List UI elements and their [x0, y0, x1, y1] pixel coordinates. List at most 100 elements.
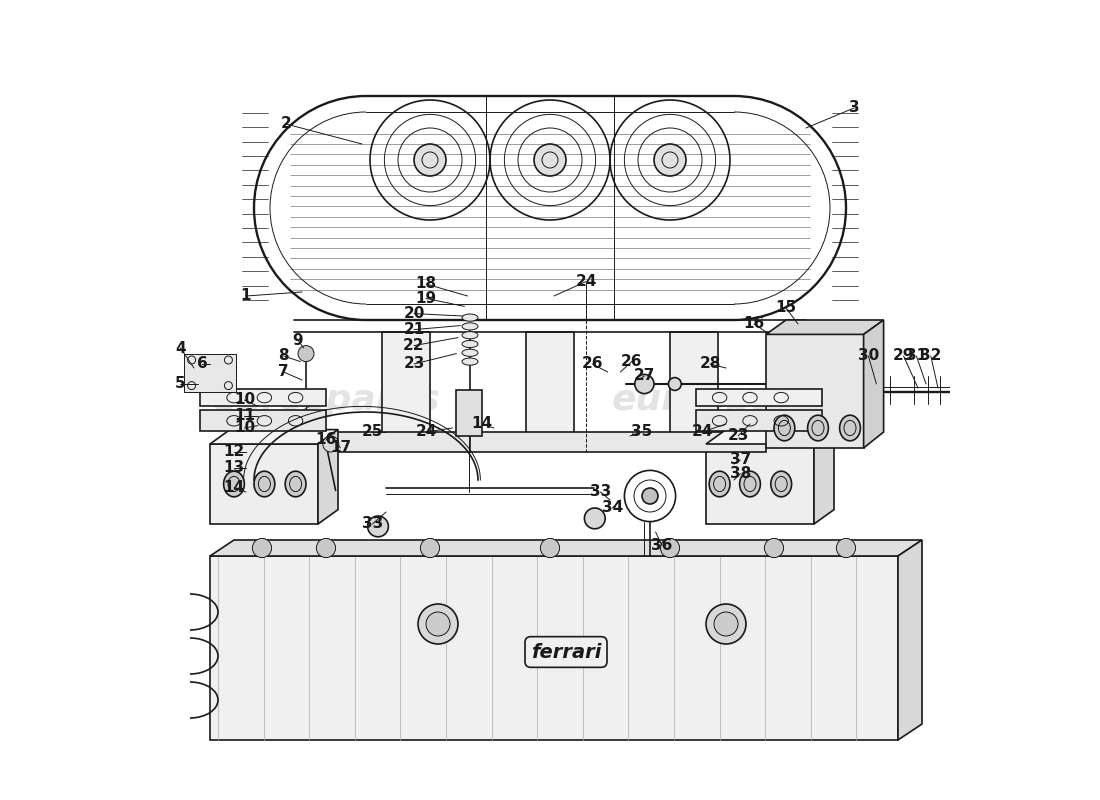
Circle shape: [584, 508, 605, 529]
Text: 17: 17: [330, 441, 351, 455]
Text: 24: 24: [575, 274, 596, 289]
Ellipse shape: [774, 415, 795, 441]
Ellipse shape: [739, 471, 760, 497]
Text: 6: 6: [197, 357, 208, 371]
Bar: [456, 390, 482, 436]
Ellipse shape: [223, 471, 244, 497]
Circle shape: [540, 538, 560, 558]
Ellipse shape: [839, 415, 860, 441]
Text: 33: 33: [590, 485, 610, 499]
Polygon shape: [864, 320, 883, 448]
Text: 28: 28: [700, 357, 720, 371]
Bar: [382, 332, 430, 440]
Text: 3: 3: [849, 101, 859, 115]
Polygon shape: [898, 540, 922, 740]
Ellipse shape: [462, 331, 478, 338]
Ellipse shape: [462, 314, 478, 322]
Text: 16: 16: [744, 317, 764, 331]
Circle shape: [367, 516, 388, 537]
Text: 25: 25: [362, 425, 383, 439]
Ellipse shape: [771, 471, 792, 497]
Text: 23: 23: [727, 429, 749, 443]
Bar: [200, 410, 326, 431]
Circle shape: [714, 612, 738, 636]
Circle shape: [669, 378, 681, 390]
Text: 26: 26: [620, 354, 642, 369]
Polygon shape: [766, 320, 883, 334]
Circle shape: [298, 346, 314, 362]
Text: 14: 14: [472, 417, 493, 431]
Polygon shape: [210, 556, 898, 740]
Polygon shape: [814, 430, 834, 524]
Text: eurospares: eurospares: [211, 383, 440, 417]
Ellipse shape: [710, 471, 730, 497]
Text: 34: 34: [602, 501, 623, 515]
Circle shape: [420, 538, 440, 558]
Circle shape: [635, 374, 654, 394]
Text: 21: 21: [404, 322, 425, 337]
Text: 32: 32: [920, 349, 942, 363]
Text: 9: 9: [293, 333, 304, 347]
Text: 18: 18: [416, 277, 437, 291]
Text: ferrari: ferrari: [531, 642, 602, 662]
Text: 24: 24: [416, 425, 437, 439]
Text: 20: 20: [404, 306, 425, 321]
Text: 31: 31: [905, 349, 927, 363]
Text: 36: 36: [651, 538, 673, 553]
Text: 10: 10: [234, 421, 255, 435]
Circle shape: [534, 144, 566, 176]
Circle shape: [836, 538, 856, 558]
Text: 19: 19: [416, 291, 437, 306]
Text: 23: 23: [404, 357, 425, 371]
Text: 11: 11: [234, 409, 255, 423]
Polygon shape: [706, 444, 814, 524]
Bar: [696, 389, 822, 406]
Polygon shape: [210, 540, 922, 556]
Text: 35: 35: [630, 425, 652, 439]
Text: 38: 38: [729, 466, 751, 481]
Circle shape: [706, 604, 746, 644]
Text: 1: 1: [241, 289, 251, 303]
Circle shape: [317, 538, 336, 558]
Polygon shape: [210, 444, 318, 524]
Ellipse shape: [254, 471, 275, 497]
Bar: [670, 332, 718, 440]
Ellipse shape: [462, 349, 478, 357]
Ellipse shape: [462, 322, 478, 330]
Bar: [526, 332, 574, 440]
Text: 26: 26: [582, 357, 603, 371]
Text: 10: 10: [234, 393, 255, 407]
Ellipse shape: [462, 358, 478, 365]
Text: 22: 22: [404, 338, 425, 353]
Text: 12: 12: [223, 445, 244, 459]
Text: 16: 16: [316, 433, 337, 447]
Text: 2: 2: [280, 117, 292, 131]
Text: 4: 4: [175, 341, 186, 355]
Ellipse shape: [285, 471, 306, 497]
Polygon shape: [706, 430, 834, 444]
Polygon shape: [210, 430, 338, 444]
Text: 24: 24: [691, 425, 713, 439]
Text: 14: 14: [223, 481, 244, 495]
Circle shape: [654, 144, 686, 176]
Text: 30: 30: [858, 349, 879, 363]
Bar: [334, 432, 766, 452]
Text: 15: 15: [776, 301, 796, 315]
Text: 13: 13: [223, 461, 244, 475]
Text: 29: 29: [893, 349, 914, 363]
Bar: [200, 389, 326, 406]
Text: 8: 8: [278, 349, 289, 363]
Text: 27: 27: [634, 369, 656, 383]
Text: 5: 5: [175, 377, 186, 391]
Text: eurospares: eurospares: [612, 383, 840, 417]
Text: 7: 7: [278, 365, 289, 379]
Circle shape: [426, 612, 450, 636]
Circle shape: [252, 538, 272, 558]
Circle shape: [642, 488, 658, 504]
Polygon shape: [318, 430, 338, 524]
Ellipse shape: [462, 340, 478, 347]
Circle shape: [414, 144, 446, 176]
Ellipse shape: [807, 415, 828, 441]
Bar: [696, 410, 822, 431]
Circle shape: [764, 538, 783, 558]
